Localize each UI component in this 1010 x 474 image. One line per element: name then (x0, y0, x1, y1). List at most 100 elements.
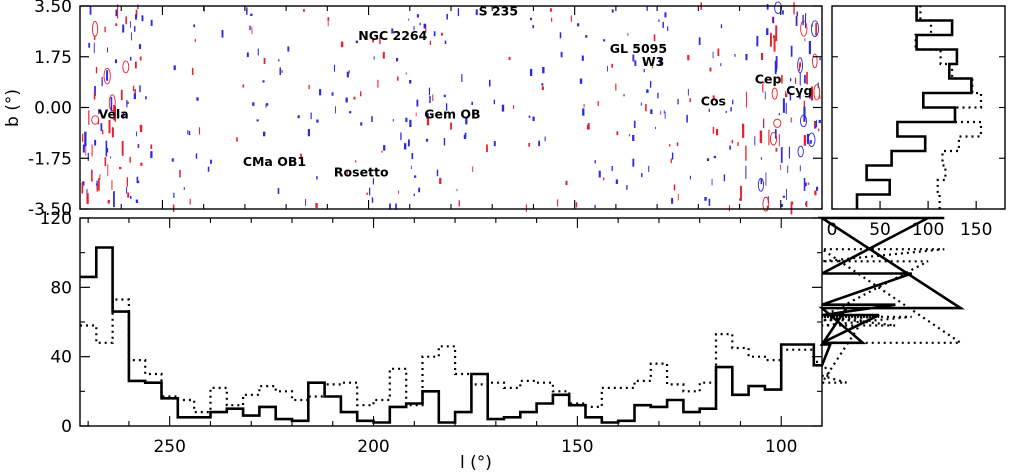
map-contour (816, 186, 819, 191)
map-contour (486, 144, 488, 153)
map-region-label: Cep (755, 72, 782, 87)
map-contour (426, 117, 430, 126)
map-contour (762, 83, 764, 93)
map-contour (673, 184, 676, 191)
map-contour (532, 25, 535, 29)
map-contour (340, 41, 344, 48)
map-contour (113, 191, 115, 208)
map-contour (127, 101, 129, 104)
map-y-tick-label: -3.50 (28, 200, 72, 220)
map-contour (734, 54, 736, 57)
map-contour (443, 138, 446, 146)
map-contour (242, 84, 245, 88)
map-contour (731, 139, 734, 144)
map-contour (810, 86, 814, 101)
map-contour (236, 137, 238, 142)
map-contour (790, 201, 793, 215)
longitude-histogram-x-axis-title: l (°) (460, 453, 492, 473)
longitude-histogram-x-tick-label: 250 (153, 437, 185, 457)
map-contour (409, 79, 412, 84)
map-contour (634, 60, 637, 66)
map-contour (725, 110, 727, 114)
map-y-axis: 3.50 1.75 0.00 -1.75 -3.50 (28, 0, 823, 220)
map-contour (300, 153, 302, 160)
map-contour (712, 126, 715, 134)
map-contour (82, 133, 84, 142)
longitude-histogram-y-tick-label: 40 (50, 348, 72, 368)
map-contour (106, 70, 109, 81)
map-contour (145, 96, 147, 100)
map-contour (297, 115, 300, 119)
map-contour (373, 56, 375, 60)
map-contour (173, 65, 176, 71)
map-contour (818, 128, 820, 132)
map-contour (416, 99, 419, 107)
map-contour (408, 139, 410, 147)
map-contour (664, 111, 666, 119)
map-contour (785, 93, 788, 98)
map-contour (737, 142, 739, 146)
map-contour (137, 4, 139, 10)
map-contour (623, 94, 625, 97)
map-contour (108, 119, 111, 134)
map-contour (187, 130, 189, 135)
map-contour (436, 169, 439, 177)
map-contour (137, 180, 140, 184)
latitude-histogram-x-axis: 0 50 100 150 (827, 5, 1005, 240)
map-contour (611, 166, 613, 172)
map-contour (762, 196, 770, 212)
map-contour (529, 68, 533, 77)
map-contour (183, 187, 185, 190)
map-contour (677, 193, 679, 201)
map-y-tick-label: 0.00 (34, 99, 72, 119)
map-contour (778, 113, 781, 116)
map-contour (538, 140, 541, 147)
map-contour (110, 96, 113, 111)
map-contour (405, 72, 407, 75)
map-contour (671, 198, 674, 204)
map-contour (277, 188, 280, 194)
map-contour (409, 119, 412, 128)
map-contour (345, 97, 348, 103)
map-contour (432, 94, 434, 102)
map-contour (263, 57, 266, 65)
map-region-label: NGC 2264 (358, 28, 427, 43)
map-contour (766, 28, 769, 36)
map-contour (331, 92, 334, 96)
map-contour (570, 15, 572, 22)
map-region-label: Rosetto (334, 164, 389, 179)
longitude-histogram-y-tick-label: 0 (61, 417, 72, 437)
latitude-histogram-x-tick-label: 150 (960, 220, 992, 240)
map-contour (88, 42, 91, 48)
map-contour (582, 108, 585, 116)
map-contour (551, 17, 553, 22)
map-contour (287, 46, 290, 52)
map-contour (315, 203, 318, 208)
map-contour (101, 77, 103, 87)
map-contour (133, 93, 137, 100)
map-contour (391, 28, 394, 34)
map-contour (628, 134, 630, 137)
map-contour (122, 112, 125, 118)
map-contour (188, 130, 191, 136)
map-contour (355, 160, 357, 163)
map-contour (807, 132, 816, 147)
map-contour (366, 192, 368, 195)
map-contour (150, 19, 153, 26)
map-contour (425, 138, 429, 142)
map-contour (207, 166, 210, 172)
map-contour (173, 192, 175, 198)
map-contour (410, 165, 412, 170)
map-contour (653, 34, 656, 42)
map-contour (541, 83, 544, 86)
map-contour (89, 6, 92, 15)
longitude-histogram-x-tick-label: 150 (561, 437, 593, 457)
map-contour (782, 98, 785, 113)
map-contour (594, 204, 596, 208)
map-contour (812, 24, 814, 27)
map-contour (780, 203, 783, 208)
map-contour (371, 116, 373, 122)
map-contour (445, 103, 448, 111)
map-contour (493, 141, 496, 147)
map-contour (389, 203, 391, 210)
